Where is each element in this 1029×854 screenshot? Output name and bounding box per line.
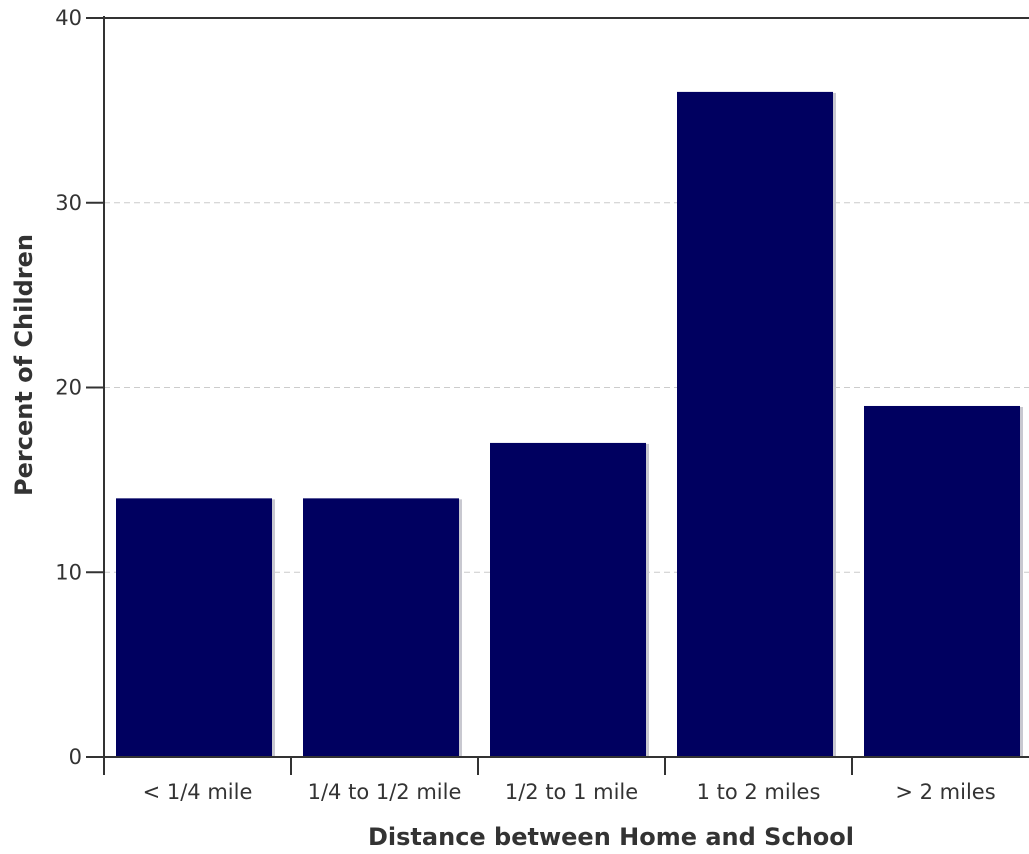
- bar: [864, 405, 1020, 757]
- y-tick-label: 0: [69, 745, 82, 769]
- y-axis-title: Percent of Children: [10, 234, 38, 496]
- x-tick-label: 1/2 to 1 mile: [505, 780, 638, 804]
- bar: [677, 91, 833, 757]
- x-axis-title: Distance between Home and School: [368, 823, 854, 851]
- y-tick-label: 10: [55, 560, 82, 584]
- y-tick-label: 40: [55, 6, 82, 30]
- bars: [116, 91, 1023, 757]
- bar: [116, 498, 272, 757]
- y-tick-label: 20: [55, 376, 82, 400]
- bar: [490, 442, 646, 757]
- y-tick-label: 30: [55, 191, 82, 215]
- x-tick-label: 1/4 to 1/2 mile: [308, 780, 462, 804]
- tick-labels: 0 10 20 30 40 < 1/4 mile 1/4 to 1/2 mile 1/2 to…: [55, 6, 995, 804]
- x-tick-label: < 1/4 mile: [143, 780, 253, 804]
- x-tick-label: > 2 miles: [895, 780, 995, 804]
- x-tick-label: 1 to 2 miles: [697, 780, 821, 804]
- bar: [303, 498, 459, 757]
- axes: [86, 16, 1029, 775]
